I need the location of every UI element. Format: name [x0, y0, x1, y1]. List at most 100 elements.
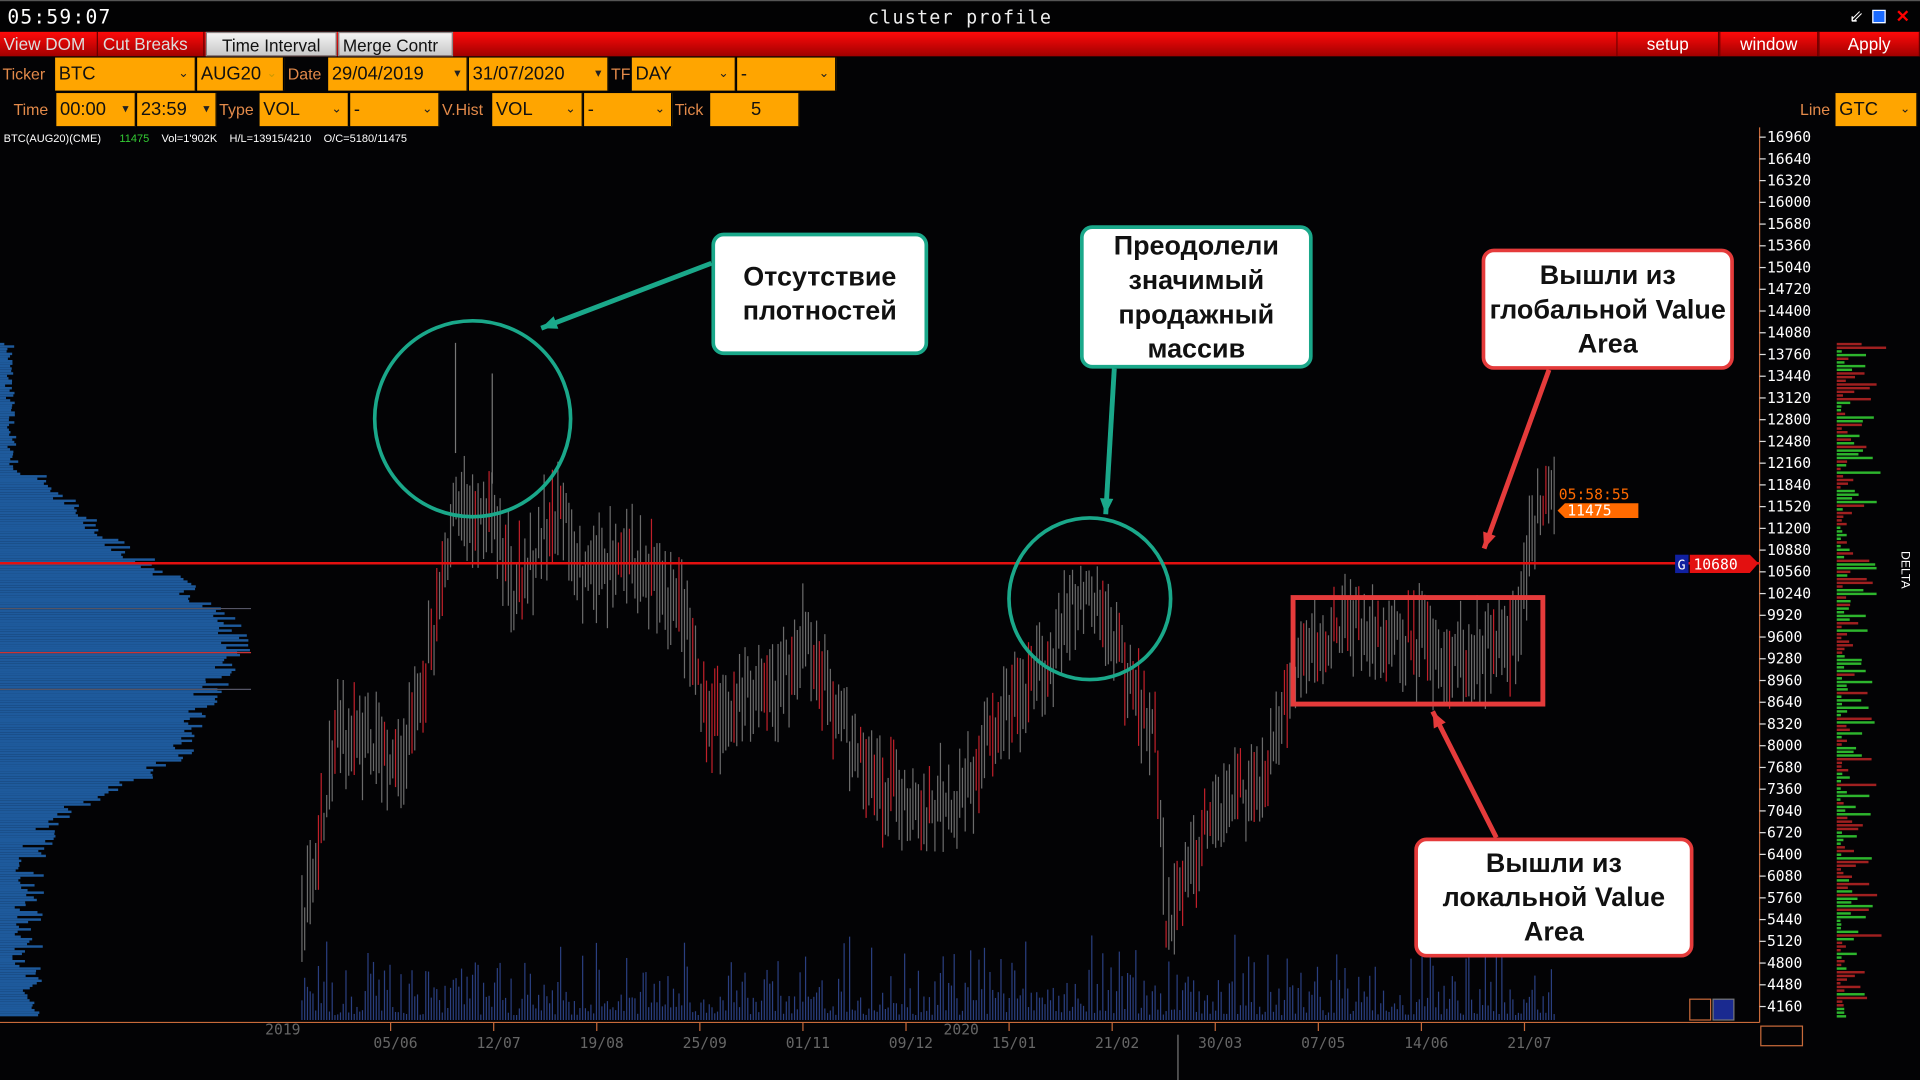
time-interval-button[interactable]: Time Interval	[205, 31, 337, 57]
volume-profile-bar	[0, 979, 42, 983]
volume-profile-bar	[0, 450, 14, 454]
volume: Vol=1'902K	[161, 132, 218, 145]
delta-bar	[1836, 467, 1841, 471]
apply-button[interactable]: Apply	[1818, 31, 1920, 57]
date-label: 30/03	[1198, 1035, 1242, 1052]
volume-profile-bar	[0, 933, 15, 936]
delta-bar	[1836, 996, 1868, 1000]
callout-no-density: Отсутствие плотностей	[711, 232, 929, 356]
date-label: 05/06	[373, 1035, 417, 1052]
delta-bar	[1836, 934, 1882, 937]
date-from-value: 29/04/2019	[331, 63, 424, 85]
tf-extra-select[interactable]: - ⌄	[737, 57, 837, 91]
delta-bar	[1836, 588, 1864, 592]
close-icon[interactable]: ✕	[1895, 6, 1911, 26]
delta-bar	[1836, 879, 1850, 882]
volume-profile-bar	[0, 803, 91, 806]
volume-profile-bar	[0, 509, 77, 512]
chevron-down-icon: ⌄	[718, 67, 729, 81]
volume-profile-bar	[0, 445, 8, 449]
tf-select[interactable]: DAY ⌄	[631, 57, 736, 91]
cut-breaks-button[interactable]: Cut Breaks	[99, 31, 205, 57]
volume-profile-bar	[0, 624, 242, 627]
ticker-select[interactable]: BTC ⌄	[55, 57, 196, 91]
volume-profile-bar	[0, 374, 8, 378]
time-to-select[interactable]: 23:59 ▾	[137, 93, 217, 127]
tick-input[interactable]: 5	[710, 93, 800, 127]
volume-profile-bar	[0, 913, 43, 916]
date-label: 21/07	[1507, 1035, 1551, 1052]
vhist-extra-select[interactable]: - ⌄	[584, 93, 673, 127]
delta-bar	[1836, 570, 1851, 574]
delta-bar	[1836, 739, 1847, 743]
delta-bar	[1836, 798, 1841, 801]
date-from-select[interactable]: 29/04/2019 ▾	[328, 57, 468, 91]
price-tick-label: 9280	[1767, 651, 1802, 668]
volume-profile-bar	[0, 619, 218, 623]
volume-profile-bar	[0, 653, 240, 657]
volume-profile-bar	[0, 568, 155, 571]
volume-profile-bar	[0, 891, 44, 894]
volume-profile-bar	[0, 406, 12, 409]
delta-bar	[1836, 1011, 1845, 1014]
volume-profile-bar	[0, 582, 192, 586]
volume-profile-bar	[0, 791, 109, 794]
line-select[interactable]: GTC ⌄	[1835, 93, 1918, 127]
delta-bar	[1836, 941, 1843, 945]
type-select[interactable]: VOL ⌄	[259, 93, 349, 127]
volume-profile-bar	[0, 697, 215, 701]
volume-profile-bar	[0, 739, 193, 743]
volume-profile-bar	[0, 996, 28, 1000]
vhist-select[interactable]: VOL ⌄	[492, 93, 583, 127]
price-tick-label: 6720	[1767, 825, 1802, 842]
volume-profile-bar	[0, 612, 225, 615]
restore-icon[interactable]	[1872, 9, 1886, 24]
volume-profile-bar	[0, 888, 28, 892]
year-label: 2020	[944, 1022, 979, 1039]
volume-profile-bar	[0, 433, 10, 436]
chevron-down-icon: ⌄	[654, 102, 665, 117]
price-tick-label: 13120	[1767, 390, 1811, 407]
delta-bar	[1836, 688, 1848, 691]
window-button[interactable]: window	[1719, 31, 1819, 57]
volume-profile-bar	[0, 766, 147, 769]
annotation-circle	[1007, 516, 1173, 682]
delta-bar	[1836, 721, 1875, 724]
time-from-select[interactable]: 00:00 ▾	[56, 93, 136, 127]
delta-bar	[1836, 397, 1871, 401]
delta-bar	[1836, 581, 1873, 585]
delta-bar	[1836, 882, 1870, 886]
chevron-down-icon: ⌄	[331, 102, 342, 117]
volume-profile-bar	[0, 673, 231, 676]
delta-bar	[1836, 871, 1844, 875]
type-extra-select[interactable]: - ⌄	[350, 93, 440, 127]
price-tick-label: 6080	[1767, 868, 1802, 885]
delta-bar	[1836, 614, 1866, 618]
date-label: 01/11	[786, 1035, 830, 1052]
merge-contracts-button[interactable]: Merge Contr	[337, 31, 454, 57]
view-dom-button[interactable]: View DOM	[0, 31, 98, 57]
delta-bar	[1836, 537, 1841, 541]
volume-profile-bar	[0, 732, 192, 735]
minimize-icon[interactable]: ⇙	[1849, 6, 1864, 26]
volume-profile-bar	[0, 896, 34, 899]
volume-profile-bar	[0, 533, 98, 537]
date-to-select[interactable]: 31/07/2020 ▾	[468, 57, 609, 91]
volume-profile-bar	[0, 999, 30, 1002]
volume-profile-bar	[0, 808, 69, 811]
volume-profile-bar	[0, 399, 11, 402]
volume-profile-bar	[0, 602, 212, 605]
type-value: VOL	[263, 99, 301, 121]
delta-bar	[1836, 449, 1863, 452]
volume-profile-bar	[0, 514, 78, 517]
volume-profile-bar	[0, 793, 105, 796]
delta-bar	[1836, 622, 1859, 625]
delta-bar	[1836, 541, 1847, 544]
delta-bar	[1836, 746, 1857, 750]
volume-profile-bar	[0, 506, 75, 510]
delta-bar	[1836, 552, 1854, 555]
contract-select[interactable]: AUG20 ⌄	[197, 57, 285, 91]
delta-bar	[1836, 794, 1870, 798]
setup-button[interactable]: setup	[1616, 31, 1720, 57]
